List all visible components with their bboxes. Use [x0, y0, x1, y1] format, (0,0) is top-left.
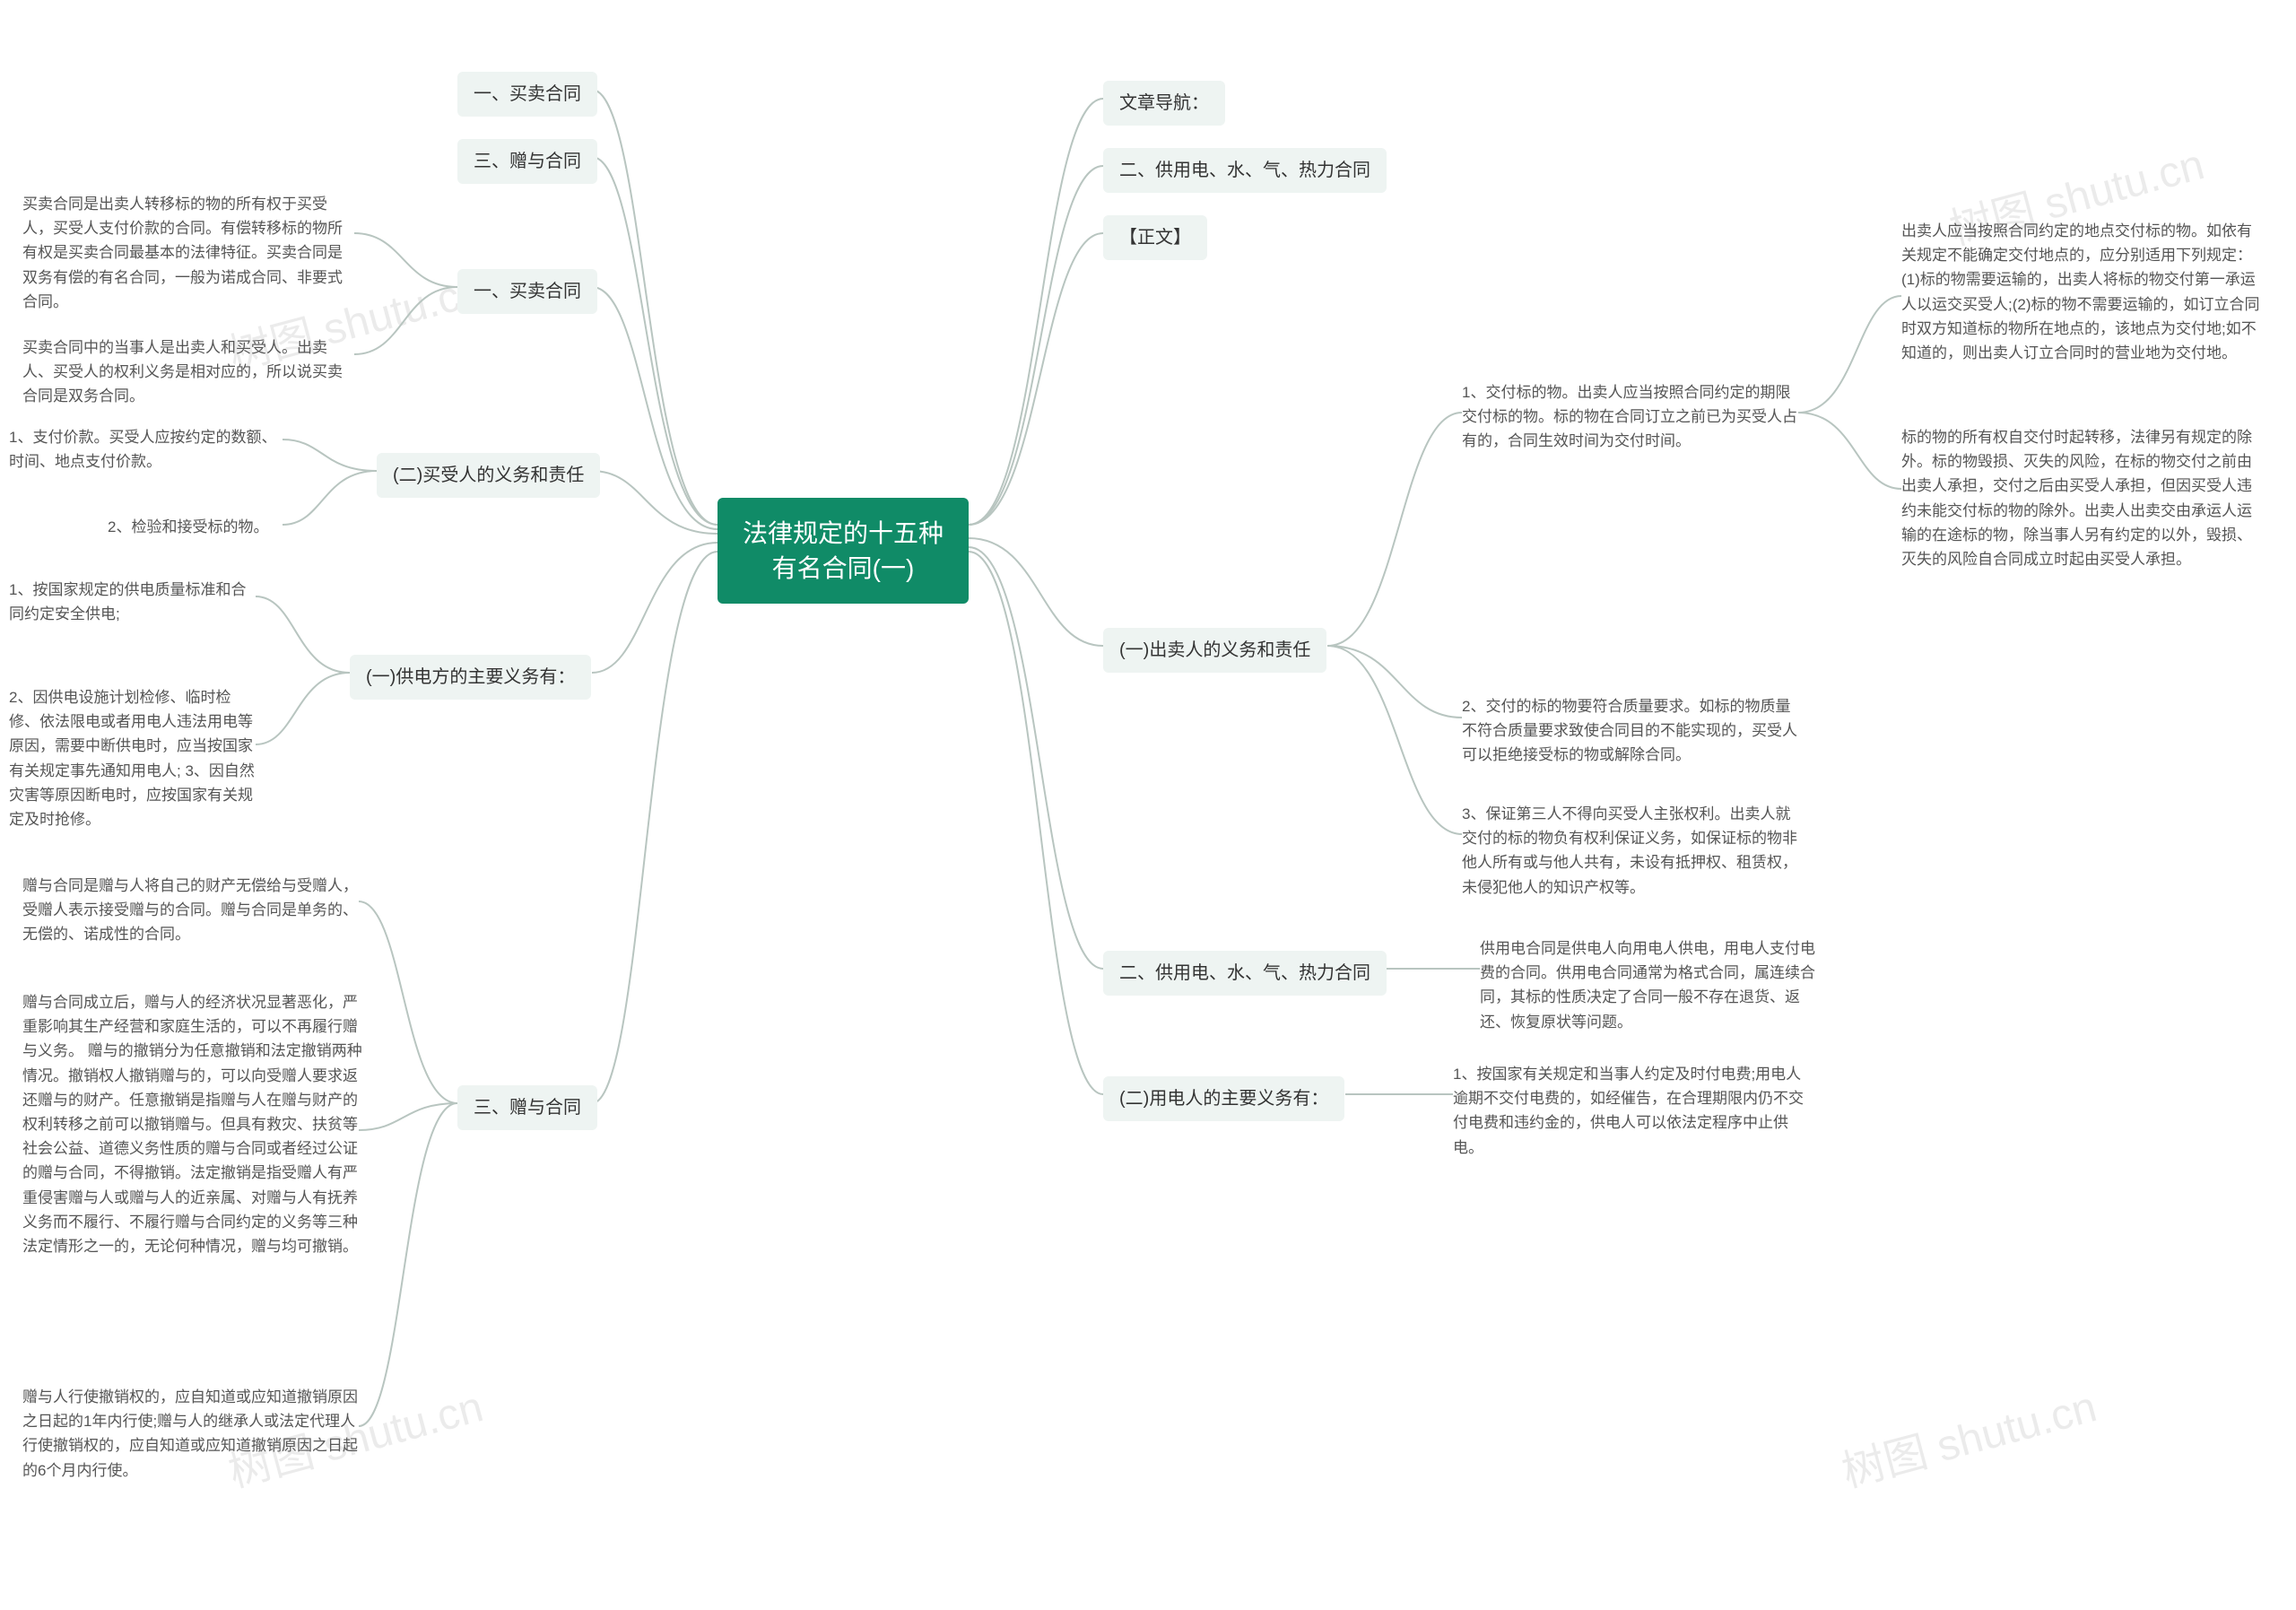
node-consumer[interactable]: (二)用电人的主要义务有：	[1103, 1076, 1344, 1121]
node-gift-top[interactable]: 三、赠与合同	[457, 139, 597, 184]
leaf-sale2-desc1: 买卖合同是出卖人转移标的物的所有权于买受人，买受人支付价款的合同。有偿转移标的物…	[22, 188, 354, 318]
leaf-gift2-desc3: 赠与人行使撤销权的，应自知道或应知道撤销原因之日起的1年内行使;赠与人的继承人或…	[22, 1381, 363, 1486]
node-sale-top[interactable]: 一、买卖合同	[457, 72, 597, 117]
leaf-seller-item3: 3、保证第三人不得向买受人主张权利。出卖人就交付的标的物负有权利保证义务，如保证…	[1462, 798, 1803, 903]
leaf-seller-item1-sub2: 标的物的所有权自交付时起转移，法律另有规定的除外。标的物毁损、灭失的风险，在标的…	[1901, 422, 2260, 575]
leaf-supplier-item2: 2、因供电设施计划检修、临时检修、依法限电或者用电人违法用电等原因，需要中断供电…	[9, 682, 260, 835]
node-body[interactable]: 【正文】	[1103, 215, 1207, 260]
node-utility-top[interactable]: 二、供用电、水、气、热力合同	[1103, 148, 1387, 193]
node-buyer[interactable]: (二)买受人的义务和责任	[377, 453, 600, 498]
leaf-gift2-desc2: 赠与合同成立后，赠与人的经济状况显著恶化，严重影响其生产经营和家庭生活的，可以不…	[22, 987, 363, 1262]
leaf-utility2-desc: 供用电合同是供电人向用电人供电，用电人支付电费的合同。供用电合同通常为格式合同，…	[1480, 933, 1830, 1038]
node-seller[interactable]: (一)出卖人的义务和责任	[1103, 628, 1326, 673]
leaf-seller-item2: 2、交付的标的物要符合质量要求。如标的物质量不符合质量要求致使合同目的不能实现的…	[1462, 691, 1803, 771]
leaf-seller-item1: 1、交付标的物。出卖人应当按照合同约定的期限交付标的物。标的物在合同订立之前已为…	[1462, 377, 1803, 457]
leaf-sale2-desc2: 买卖合同中的当事人是出卖人和买受人。出卖人、买受人的权利义务是相对应的，所以说买…	[22, 332, 354, 413]
watermark: 树图 shutu.cn	[1834, 1371, 2102, 1500]
leaf-consumer-desc: 1、按国家有关规定和当事人约定及时付电费;用电人逾期不交付电费的，如经催告，在合…	[1453, 1058, 1812, 1163]
leaf-seller-item1-sub1: 出卖人应当按照合同约定的地点交付标的物。如依有关规定不能确定交付地点的，应分别适…	[1901, 215, 2260, 369]
leaf-buyer-item1: 1、支付价款。买受人应按约定的数额、时间、地点支付价款。	[9, 422, 287, 477]
node-sale2[interactable]: 一、买卖合同	[457, 269, 597, 314]
center-node: 法律规定的十五种有名合同(一)	[718, 498, 969, 604]
node-gift2[interactable]: 三、赠与合同	[457, 1085, 597, 1130]
leaf-supplier-item1: 1、按国家规定的供电质量标准和合同约定安全供电;	[9, 574, 260, 630]
node-supplier[interactable]: (一)供电方的主要义务有：	[350, 655, 591, 700]
leaf-buyer-item2: 2、检验和接受标的物。	[108, 511, 268, 543]
node-utility2[interactable]: 二、供用电、水、气、热力合同	[1103, 951, 1387, 996]
node-nav[interactable]: 文章导航：	[1103, 81, 1225, 126]
leaf-gift2-desc1: 赠与合同是赠与人将自己的财产无偿给与受赠人，受赠人表示接受赠与的合同。赠与合同是…	[22, 870, 363, 951]
